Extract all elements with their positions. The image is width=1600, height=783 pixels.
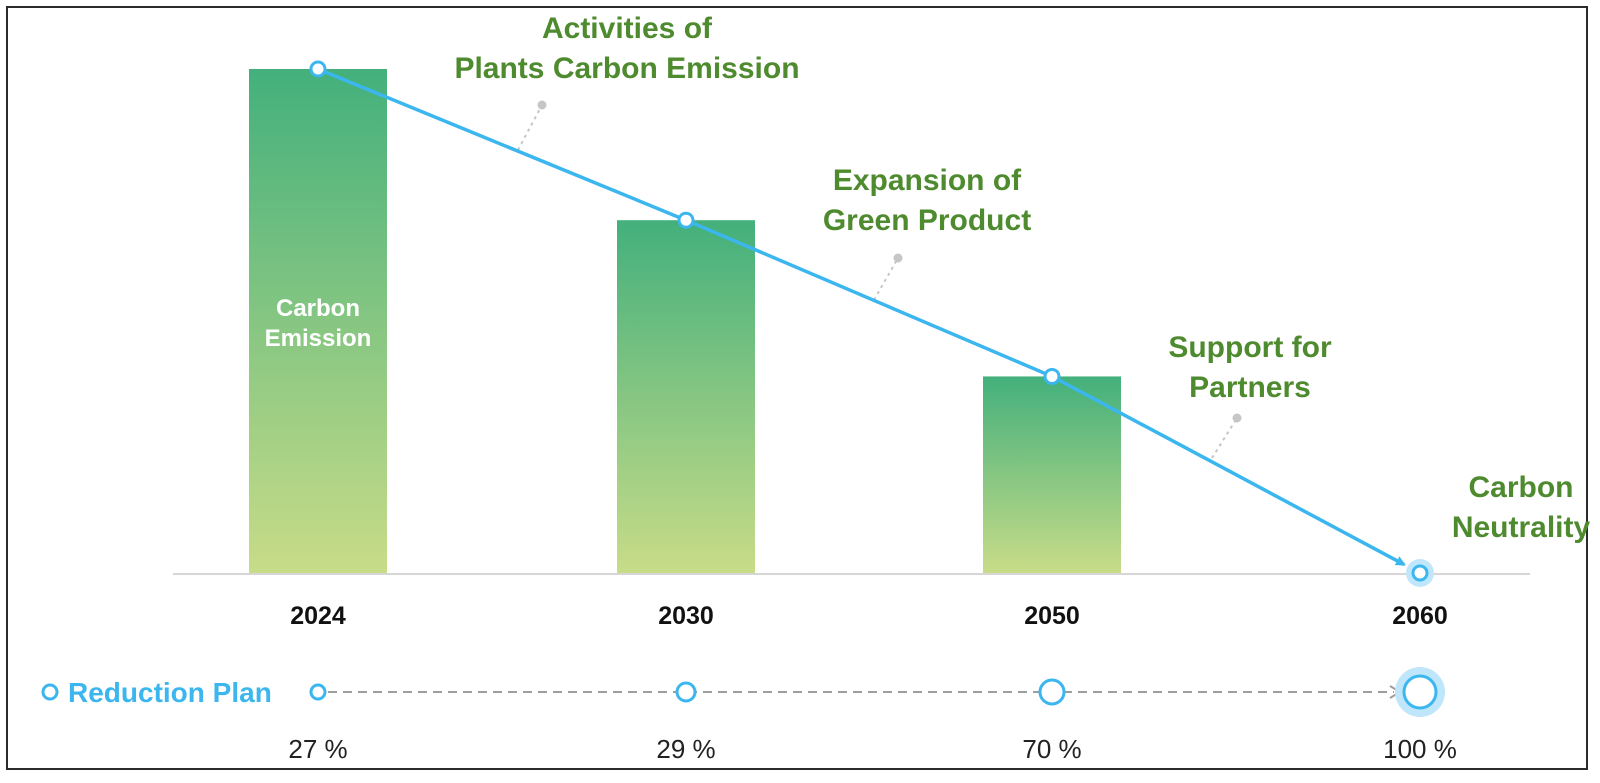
legend-marker bbox=[41, 683, 59, 701]
annotation-connector-1 bbox=[517, 104, 543, 151]
trend-segment-2 bbox=[685, 218, 1053, 379]
trend-point-2024 bbox=[309, 60, 327, 78]
x-tick-2024: 2024 bbox=[290, 602, 346, 630]
annotation-connector-3 bbox=[1211, 417, 1238, 459]
annotation-4: Carbon Neutrality bbox=[1452, 471, 1591, 544]
trend-point-2050 bbox=[1043, 367, 1061, 385]
annotation-2: Expansion of Green Product bbox=[823, 164, 1031, 237]
plan-value-2050: 70 % bbox=[1022, 734, 1081, 764]
plan-marker-2060 bbox=[1402, 674, 1438, 710]
annotation-connector-2 bbox=[873, 257, 899, 301]
plan-marker-2030 bbox=[675, 681, 697, 703]
x-tick-2060: 2060 bbox=[1392, 602, 1448, 630]
annotation-connector-dot-1 bbox=[537, 100, 547, 110]
annotation-3: Support for Partners bbox=[1168, 331, 1332, 404]
annotation-connector-dot-2 bbox=[893, 253, 903, 263]
trend-point-2030 bbox=[677, 211, 695, 229]
plan-marker-2024 bbox=[309, 683, 327, 701]
plan-marker-2050 bbox=[1038, 678, 1066, 706]
legend-label: Reduction Plan bbox=[68, 677, 272, 708]
bar-2030 bbox=[617, 220, 755, 573]
bar-2050 bbox=[983, 376, 1121, 573]
trend-segment-3 bbox=[1051, 374, 1406, 567]
bar-2024 bbox=[249, 69, 387, 573]
plan-value-2060: 100 % bbox=[1383, 734, 1457, 764]
trend-point-2060 bbox=[1411, 564, 1429, 582]
trend-segment-1 bbox=[317, 67, 687, 222]
x-tick-2030: 2030 bbox=[658, 602, 714, 630]
plan-value-2024: 27 % bbox=[288, 734, 347, 764]
x-tick-2050: 2050 bbox=[1024, 602, 1080, 630]
annotation-1: Activities of Plants Carbon Emission bbox=[454, 12, 799, 85]
plan-value-2030: 29 % bbox=[656, 734, 715, 764]
bar-inner-label: Carbon Emission bbox=[265, 295, 372, 352]
annotation-connector-dot-3 bbox=[1232, 413, 1242, 423]
